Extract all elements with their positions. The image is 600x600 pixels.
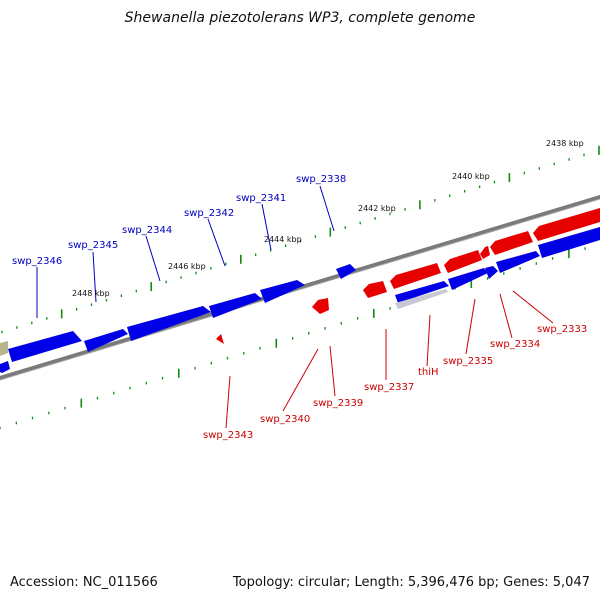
gene-label-fwd[interactable]: swp_2344 <box>122 225 172 236</box>
gene-arrow-fwd[interactable] <box>448 268 488 290</box>
kbp-label: 2440 kbp <box>452 172 490 181</box>
gene-arrow-rev[interactable] <box>480 246 490 259</box>
kbp-label: 2442 kbp <box>358 204 396 213</box>
genome-stats: Topology: circular; Length: 5,396,476 bp… <box>232 575 590 590</box>
gene-label-fwd[interactable]: swp_2341 <box>236 193 286 204</box>
gene-arrow-fwd[interactable] <box>496 251 540 273</box>
gene-label-rev[interactable]: swp_2337 <box>364 382 414 393</box>
gene-arrow-fwd[interactable] <box>127 306 211 341</box>
gene-shadow-fwd <box>395 289 448 309</box>
gene-label-rev[interactable]: swp_2334 <box>490 339 540 350</box>
gene-label-rev[interactable]: thiH <box>418 367 439 378</box>
forward-strand-track <box>0 227 600 373</box>
gene-arrow-rev[interactable] <box>216 334 224 344</box>
gene-arrow-fwd[interactable] <box>395 281 449 303</box>
gene-arrow-fwd[interactable] <box>209 293 262 318</box>
gene-arrow-fwd[interactable] <box>0 361 10 373</box>
gene-label-rev[interactable]: swp_2340 <box>260 414 310 425</box>
gene-arrow-fwd[interactable] <box>538 227 600 258</box>
gene-label-rev[interactable]: swp_2333 <box>537 324 587 335</box>
gene-arrow-fwd[interactable] <box>485 266 498 279</box>
gene-arrow-rev[interactable] <box>390 263 441 289</box>
kbp-label: 2444 kbp <box>264 235 302 244</box>
kbp-label: 2446 kbp <box>168 262 206 271</box>
backbone-line-bottom <box>0 198 600 381</box>
gene-arrow-fwd[interactable] <box>336 264 356 279</box>
gene-arrow-rev[interactable] <box>444 250 482 273</box>
feature-block <box>0 341 8 356</box>
gene-label-rev[interactable]: swp_2343 <box>203 430 253 441</box>
map-title: Shewanella piezotolerans WP3, complete g… <box>124 10 476 26</box>
gene-label-rev[interactable]: swp_2335 <box>443 356 493 367</box>
gene-arrow-rev[interactable] <box>363 281 387 298</box>
gene-label-fwd[interactable]: swp_2345 <box>68 240 118 251</box>
gene-arrow-rev[interactable] <box>533 208 600 241</box>
backbone-line-top <box>0 195 600 380</box>
gene-label-fwd[interactable]: swp_2338 <box>296 174 346 185</box>
gene-arrow-fwd[interactable] <box>260 280 305 303</box>
gene-label-rev[interactable]: swp_2339 <box>313 398 363 409</box>
reverse-strand-track <box>216 208 600 344</box>
gene-label-fwd[interactable]: swp_2346 <box>12 256 62 267</box>
accession-label: Accession: NC_011566 <box>10 575 158 590</box>
outer-tick-track <box>1 145 600 334</box>
gene-arrow-rev[interactable] <box>312 298 329 314</box>
gene-label-fwd[interactable]: swp_2342 <box>184 208 234 219</box>
gene-arrow-rev[interactable] <box>490 231 533 255</box>
kbp-label: 2448 kbp <box>72 289 110 298</box>
label-leader-lines <box>36 185 554 429</box>
gene-arrow-fwd[interactable] <box>8 331 82 362</box>
kbp-label: 2438 kbp <box>546 139 584 148</box>
gene-arrow-fwd[interactable] <box>84 329 128 352</box>
